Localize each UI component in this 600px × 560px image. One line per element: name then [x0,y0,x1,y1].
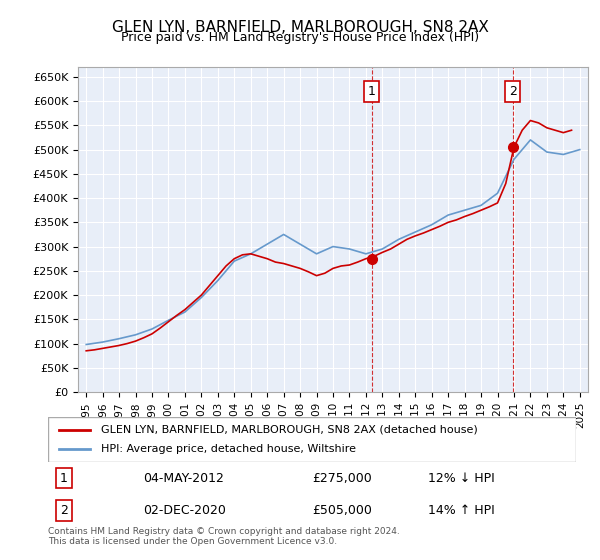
Text: £275,000: £275,000 [312,472,372,484]
Text: 02-DEC-2020: 02-DEC-2020 [143,504,226,517]
Text: 2: 2 [509,85,517,98]
Text: £505,000: £505,000 [312,504,372,517]
Text: Contains HM Land Registry data © Crown copyright and database right 2024.
This d: Contains HM Land Registry data © Crown c… [48,526,400,546]
Text: 2: 2 [60,504,68,517]
Text: GLEN LYN, BARNFIELD, MARLBOROUGH, SN8 2AX: GLEN LYN, BARNFIELD, MARLBOROUGH, SN8 2A… [112,20,488,35]
Text: HPI: Average price, detached house, Wiltshire: HPI: Average price, detached house, Wilt… [101,445,356,455]
Text: 1: 1 [60,472,68,484]
Text: 1: 1 [368,85,376,98]
Text: GLEN LYN, BARNFIELD, MARLBOROUGH, SN8 2AX (detached house): GLEN LYN, BARNFIELD, MARLBOROUGH, SN8 2A… [101,424,478,435]
Text: 14% ↑ HPI: 14% ↑ HPI [428,504,495,517]
Text: Price paid vs. HM Land Registry's House Price Index (HPI): Price paid vs. HM Land Registry's House … [121,31,479,44]
Text: 12% ↓ HPI: 12% ↓ HPI [428,472,495,484]
Text: 04-MAY-2012: 04-MAY-2012 [143,472,224,484]
FancyBboxPatch shape [48,417,576,462]
